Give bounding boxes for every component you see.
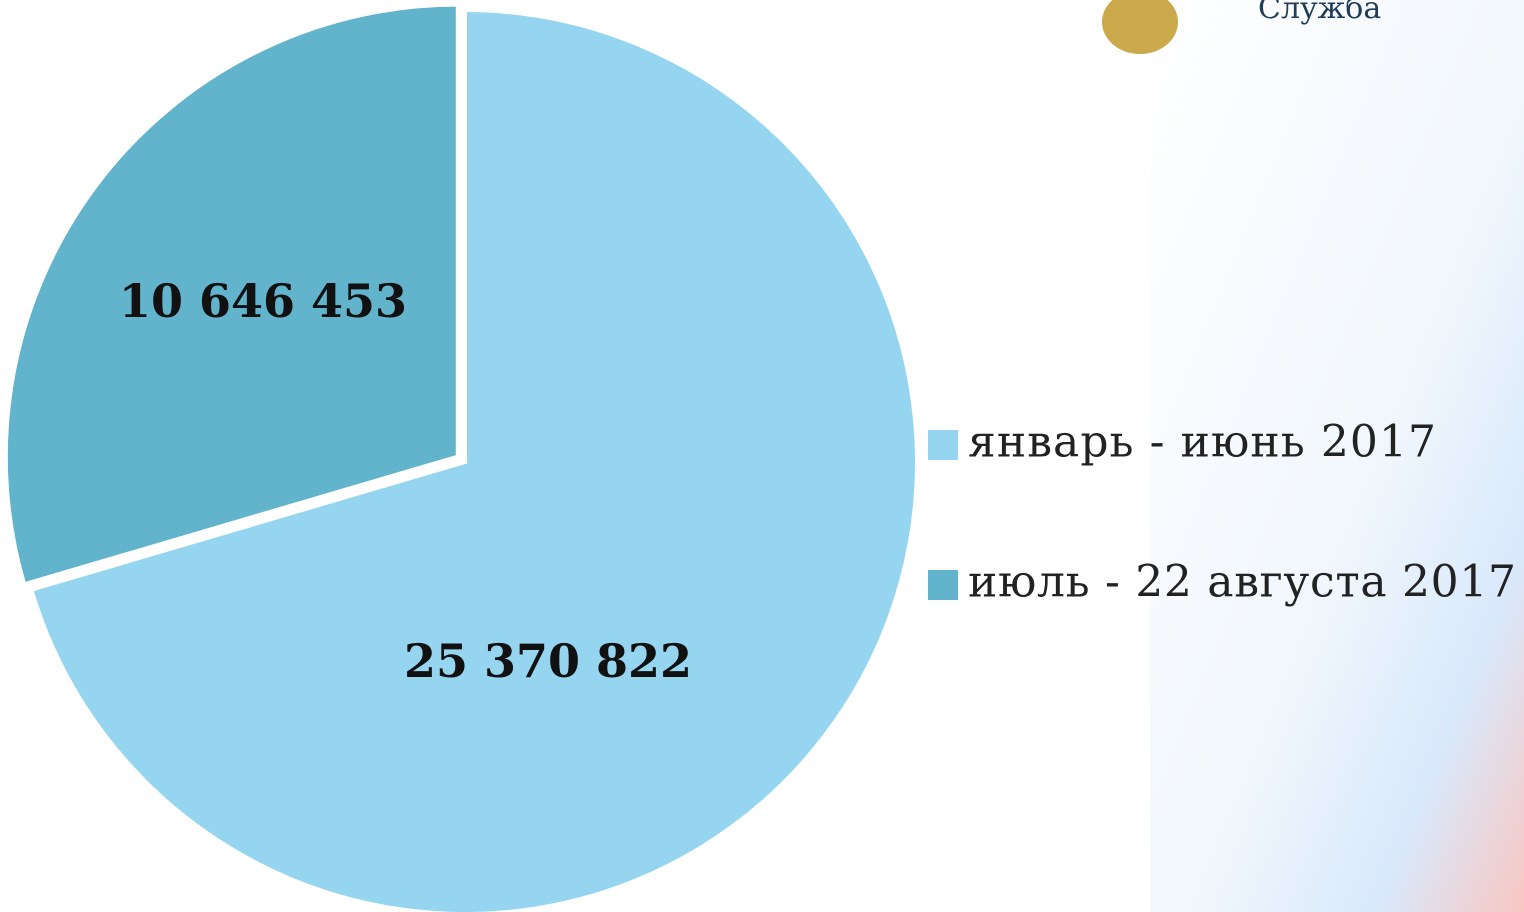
pie-slice [28,7,919,912]
logo [1102,0,1178,54]
logo-text: Служба [1258,0,1381,26]
legend-label: январь - июнь 2017 [968,417,1436,468]
legend-swatch [928,570,958,600]
data-label: 10 646 453 [119,274,407,328]
data-label: 25 370 822 [404,634,692,688]
pie-slice [3,2,460,587]
legend-label: июль - 22 августа 2017 [968,557,1516,608]
legend-swatch [928,430,958,460]
background-decoration [1150,0,1524,912]
